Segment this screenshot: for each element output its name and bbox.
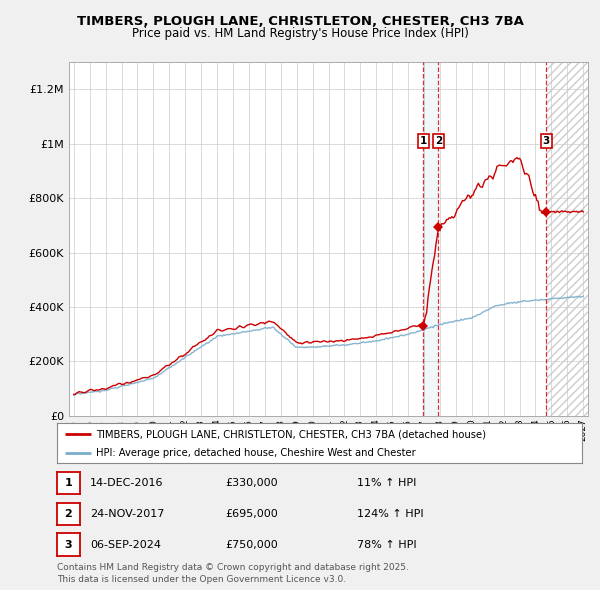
Text: 3: 3: [542, 136, 550, 146]
Text: 06-SEP-2024: 06-SEP-2024: [90, 540, 161, 549]
Text: Price paid vs. HM Land Registry's House Price Index (HPI): Price paid vs. HM Land Registry's House …: [131, 27, 469, 40]
Bar: [546, 62, 588, 416]
Text: 124% ↑ HPI: 124% ↑ HPI: [357, 509, 424, 519]
Text: TIMBERS, PLOUGH LANE, CHRISTLETON, CHESTER, CH3 7BA (detached house): TIMBERS, PLOUGH LANE, CHRISTLETON, CHEST…: [97, 430, 487, 440]
Text: 2: 2: [65, 509, 72, 519]
Bar: [424, 62, 439, 416]
Text: Contains HM Land Registry data © Crown copyright and database right 2025.
This d: Contains HM Land Registry data © Crown c…: [57, 563, 409, 584]
Text: 1: 1: [420, 136, 427, 146]
Text: 24-NOV-2017: 24-NOV-2017: [90, 509, 164, 519]
Bar: [546, 62, 588, 416]
Text: 14-DEC-2016: 14-DEC-2016: [90, 478, 163, 488]
Text: £695,000: £695,000: [225, 509, 278, 519]
Text: £750,000: £750,000: [225, 540, 278, 549]
Text: 78% ↑ HPI: 78% ↑ HPI: [357, 540, 416, 549]
Text: £330,000: £330,000: [225, 478, 278, 488]
Text: 2: 2: [435, 136, 442, 146]
Text: TIMBERS, PLOUGH LANE, CHRISTLETON, CHESTER, CH3 7BA: TIMBERS, PLOUGH LANE, CHRISTLETON, CHEST…: [77, 15, 523, 28]
Text: 11% ↑ HPI: 11% ↑ HPI: [357, 478, 416, 488]
Text: HPI: Average price, detached house, Cheshire West and Chester: HPI: Average price, detached house, Ches…: [97, 448, 416, 458]
Text: 1: 1: [65, 478, 72, 488]
Text: 3: 3: [65, 540, 72, 549]
